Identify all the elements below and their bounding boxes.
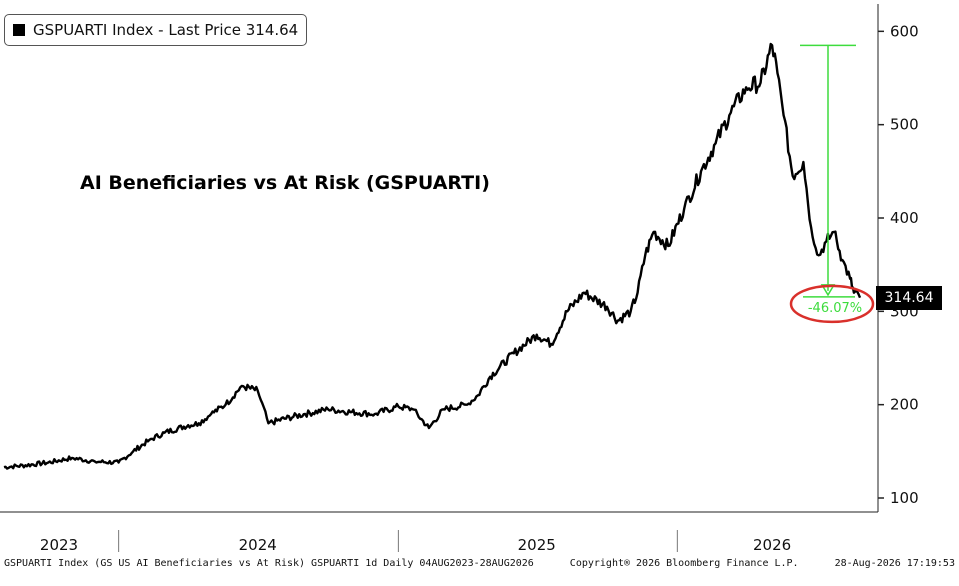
legend: GSPUARTI Index - Last Price 314.64 [4,14,308,46]
chart-title: AI Beneficiaries vs At Risk (GSPUARTI) [80,172,490,194]
y-tick-label: 200 [890,396,919,414]
x-tick-label: 2025 [518,536,556,554]
x-tick-labels: 2023 2024 2025 2026 [40,536,791,554]
footer-description: GSPUARTI Index (GS US AI Beneficiaries v… [4,558,534,569]
drawdown-annotation: -46.07% [789,44,875,324]
x-tick-label: 2023 [40,536,78,554]
year-separators [118,530,678,552]
footer-timestamp: 28-Aug-2026 17:19:53 [834,558,955,569]
highlight-ellipse [789,284,875,324]
x-tick-label: 2024 [239,536,277,554]
footer: GSPUARTI Index (GS US AI Beneficiaries v… [4,558,955,576]
y-tick-label: 500 [890,116,919,134]
series-line [3,42,862,470]
footer-copyright: Copyright® 2026 Bloomberg Finance L.P. [569,558,799,569]
legend-text: GSPUARTI Index - Last Price 314.64 [33,21,299,39]
legend-swatch [13,24,25,36]
y-tick-label: 600 [890,22,919,40]
last-price-tag: 314.64 [876,286,942,310]
y-tick-label: 100 [890,489,919,507]
y-tick-label: 400 [890,209,919,227]
drawdown-label: -46.07% [808,301,862,316]
x-tick-label: 2026 [753,536,791,554]
